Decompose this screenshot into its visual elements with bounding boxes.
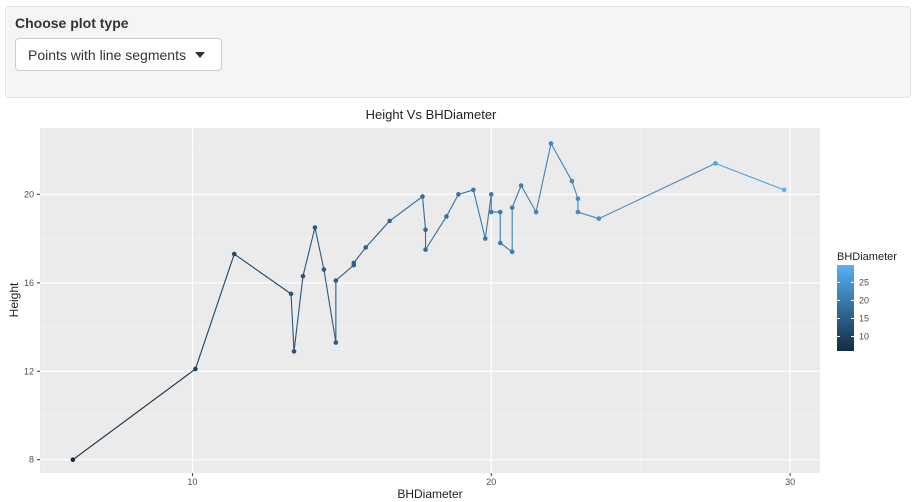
data-point <box>497 240 503 246</box>
data-point <box>291 349 297 354</box>
data-point <box>488 209 494 215</box>
data-point <box>456 192 461 197</box>
x-tick-label: 10 <box>187 477 197 487</box>
legend-tick-label: 20 <box>859 295 869 305</box>
legend-colorbar <box>837 265 854 351</box>
line-segment <box>457 189 474 195</box>
data-point <box>312 225 318 230</box>
line-segment <box>302 226 316 277</box>
y-tick-label: 12 <box>24 366 34 376</box>
line-segment <box>511 184 522 209</box>
line-segment <box>499 242 513 253</box>
line-segment <box>323 268 337 344</box>
data-point <box>321 267 327 272</box>
plot-type-select[interactable]: Points with line segments <box>15 38 222 71</box>
y-tick-label: 16 <box>24 278 34 288</box>
line-segment <box>598 162 716 220</box>
legend-ticks: 10 15 20 25 <box>837 277 869 342</box>
line-segment <box>714 162 785 191</box>
y-tick-label: 20 <box>24 189 34 199</box>
line-segment <box>445 193 459 218</box>
data-point <box>444 214 449 219</box>
data-point <box>423 247 428 252</box>
data-point <box>193 366 198 372</box>
data-point <box>548 141 554 146</box>
data-point <box>351 260 357 266</box>
line-segment <box>389 196 424 222</box>
line-segment <box>194 253 235 370</box>
line-segment <box>72 368 196 461</box>
data-point <box>596 216 602 221</box>
plot-type-label: Choose plot type <box>15 15 129 31</box>
series-points <box>70 141 787 463</box>
data-point <box>533 209 539 215</box>
y-axis-ticks: 8 12 16 20 <box>24 189 40 465</box>
x-axis-ticks: 10 20 30 <box>187 473 795 487</box>
line-segment <box>550 142 573 182</box>
data-point <box>713 161 718 166</box>
data-point <box>509 249 515 255</box>
line-segment <box>484 193 492 240</box>
line-segment <box>353 246 367 264</box>
plot-type-selected-value: Points with line segments <box>28 47 186 63</box>
data-point <box>231 251 237 257</box>
line-segment <box>293 275 304 352</box>
data-point <box>423 227 428 233</box>
data-point <box>497 209 503 215</box>
line-segment <box>365 220 391 248</box>
line-segment <box>535 142 552 213</box>
series-line <box>72 142 785 461</box>
data-point <box>509 205 515 210</box>
legend: BHDiameter 10 15 20 25 <box>837 251 897 351</box>
data-point <box>420 194 425 199</box>
data-point <box>575 196 581 202</box>
legend-tick-label: 25 <box>859 277 869 287</box>
line-segment <box>472 189 486 240</box>
line-segment <box>571 180 579 200</box>
data-point <box>333 340 339 345</box>
y-tick-label: 8 <box>29 455 34 465</box>
x-tick-label: 30 <box>785 477 795 487</box>
data-point <box>300 273 306 279</box>
line-segment <box>424 215 447 251</box>
data-point <box>575 209 581 215</box>
legend-tick-label: 15 <box>859 313 869 323</box>
data-point <box>333 278 339 283</box>
y-axis-label: Height <box>7 282 21 317</box>
chart-title: Height Vs BHDiameter <box>366 107 497 122</box>
plot-panel <box>40 128 820 473</box>
line-segment <box>233 253 292 295</box>
legend-tick-label: 10 <box>859 332 869 342</box>
line-segment <box>335 264 355 282</box>
data-point <box>488 192 494 197</box>
data-point <box>569 178 575 184</box>
line-segment <box>577 211 600 220</box>
grid-major <box>40 128 820 473</box>
data-point <box>363 245 369 250</box>
data-point <box>482 236 488 241</box>
line-segment <box>314 226 325 271</box>
data-point <box>288 291 294 297</box>
x-tick-label: 20 <box>486 477 496 487</box>
data-point <box>70 457 76 463</box>
grid-minor <box>40 128 820 473</box>
caret-down-icon <box>195 52 205 58</box>
x-axis-label: BHDiameter <box>397 487 462 501</box>
data-point <box>518 183 524 188</box>
height-vs-bhdiameter-chart: Height Vs BHDiameter 8 12 16 20 10 20 30 BHDi… <box>7 107 897 501</box>
data-point <box>387 218 392 224</box>
controls-panel: Choose plot type Points with line segmen… <box>5 6 911 98</box>
data-point <box>471 187 476 193</box>
line-segment <box>290 293 295 352</box>
data-point <box>781 187 787 193</box>
line-segment <box>421 196 427 231</box>
line-segment <box>520 184 537 213</box>
legend-title: BHDiameter <box>837 251 897 263</box>
